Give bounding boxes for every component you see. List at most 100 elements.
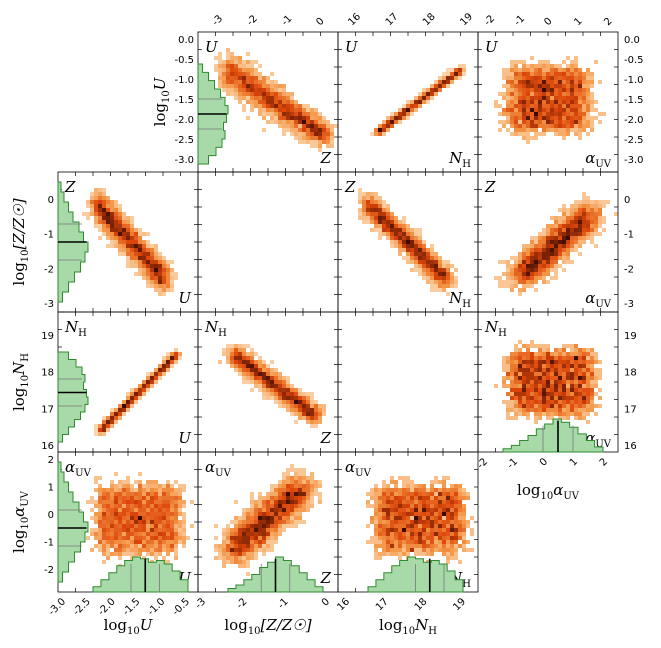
density-cell xyxy=(554,80,558,84)
density-cell xyxy=(574,416,578,420)
density-cell xyxy=(546,376,550,380)
density-cell xyxy=(138,388,142,392)
density-cell xyxy=(546,396,550,400)
density-cell xyxy=(278,372,282,376)
density-cell xyxy=(98,476,102,480)
density-cell xyxy=(374,548,378,552)
density-cell xyxy=(514,120,518,124)
density-cell xyxy=(558,372,562,376)
density-cell xyxy=(178,508,182,512)
density-cell xyxy=(506,360,510,364)
x-tick-label: -3.0 xyxy=(47,596,69,618)
density-cell xyxy=(562,120,566,124)
density-cell xyxy=(282,112,286,116)
density-cell xyxy=(578,120,582,124)
density-cell xyxy=(570,384,574,388)
density-cell xyxy=(118,496,122,500)
density-cell xyxy=(398,520,402,524)
density-cell xyxy=(146,536,150,540)
density-cell xyxy=(554,132,558,136)
density-cell xyxy=(566,84,570,88)
density-cell xyxy=(526,412,530,416)
density-cell xyxy=(582,104,586,108)
density-cell xyxy=(266,88,270,92)
density-cell xyxy=(586,116,590,120)
density-cell xyxy=(446,512,450,516)
density-cell xyxy=(318,140,322,144)
density-cell xyxy=(426,548,430,552)
density-cell xyxy=(534,288,538,292)
density-cell xyxy=(550,92,554,96)
density-cell xyxy=(114,540,118,544)
density-cell xyxy=(426,488,430,492)
density-cell xyxy=(546,280,550,284)
density-cell xyxy=(410,260,414,264)
density-cell xyxy=(170,484,174,488)
density-cell xyxy=(314,420,318,424)
density-cell xyxy=(250,368,254,372)
density-cell xyxy=(150,548,154,552)
density-cell xyxy=(434,84,438,88)
density-cell xyxy=(378,512,382,516)
density-cell xyxy=(522,404,526,408)
density-cell xyxy=(310,480,314,484)
density-cell xyxy=(226,524,230,528)
density-cell xyxy=(574,216,578,220)
density-cell xyxy=(146,512,150,516)
density-cell xyxy=(98,536,102,540)
density-cell xyxy=(238,344,242,348)
density-cell xyxy=(262,500,266,504)
density-cell xyxy=(370,536,374,540)
density-cell xyxy=(94,532,98,536)
density-cell xyxy=(126,216,130,220)
density-cell xyxy=(534,88,538,92)
density-cell xyxy=(114,472,118,476)
density-cell xyxy=(150,508,154,512)
density-cell xyxy=(94,480,98,484)
density-cell xyxy=(370,516,374,520)
density-cell xyxy=(542,352,546,356)
density-cell xyxy=(310,416,314,420)
density-cell xyxy=(522,88,526,92)
density-cell xyxy=(390,496,394,500)
density-cell xyxy=(530,56,534,60)
density-cell xyxy=(242,356,246,360)
density-cell xyxy=(450,500,454,504)
density-cell xyxy=(462,524,466,528)
density-cell xyxy=(434,512,438,516)
density-cell xyxy=(398,116,402,120)
density-cell xyxy=(542,404,546,408)
density-cell xyxy=(514,400,518,404)
density-cell xyxy=(266,492,270,496)
density-cell xyxy=(242,364,246,368)
density-cell xyxy=(138,532,142,536)
density-cell xyxy=(458,492,462,496)
density-cell xyxy=(250,552,254,556)
y-tick-label: 2 xyxy=(48,455,54,466)
density-cell xyxy=(522,128,526,132)
y-tick-label: 0.0 xyxy=(178,35,194,46)
density-cell xyxy=(170,504,174,508)
density-cell xyxy=(106,496,110,500)
density-cell xyxy=(106,520,110,524)
density-cell xyxy=(134,272,138,276)
density-cell xyxy=(302,504,306,508)
density-cell xyxy=(598,232,602,236)
density-cell xyxy=(238,68,242,72)
density-cell xyxy=(434,532,438,536)
density-cell xyxy=(326,144,330,148)
density-cell xyxy=(526,364,530,368)
density-cell xyxy=(394,480,398,484)
density-cell xyxy=(426,100,430,104)
density-cell xyxy=(98,512,102,516)
panel-r2-c1: NHZ xyxy=(197,311,339,453)
subscript: H xyxy=(462,159,471,170)
density-cell xyxy=(514,276,518,280)
density-cell xyxy=(594,228,598,232)
x-tick-label: 16 xyxy=(335,596,352,613)
density-cell xyxy=(262,368,266,372)
density-cell xyxy=(574,64,578,68)
density-cell xyxy=(298,132,302,136)
density-cell xyxy=(258,548,262,552)
density-cell xyxy=(430,284,434,288)
